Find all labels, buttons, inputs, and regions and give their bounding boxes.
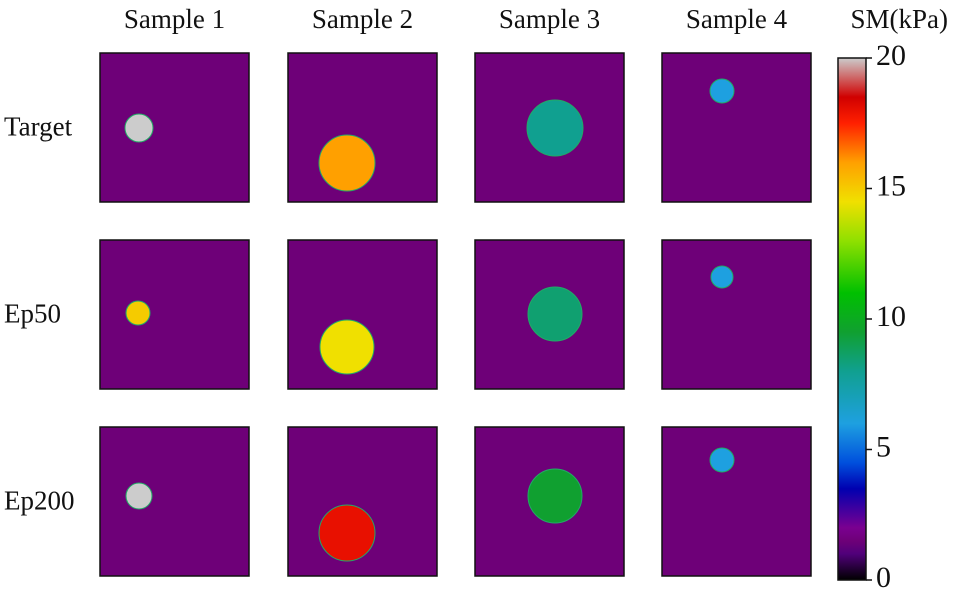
inclusion (319, 319, 375, 375)
panel-frame (99, 52, 250, 203)
panel-background (100, 53, 249, 202)
panel-background (662, 427, 811, 576)
panel-frame (661, 239, 812, 390)
column-label: Sample 2 (312, 4, 413, 34)
row-label: Ep50 (4, 299, 61, 329)
panel-background (662, 240, 811, 389)
panel-frame (474, 426, 625, 577)
inclusion (526, 99, 584, 157)
row-label: Target (4, 112, 73, 142)
panel-frame (474, 52, 625, 203)
colorbar-label: SM(kPa) (850, 4, 948, 34)
inclusion (125, 300, 151, 326)
inclusion (709, 78, 735, 104)
inclusion (527, 286, 583, 342)
panel-background (662, 53, 811, 202)
panel-frame (287, 239, 438, 390)
inclusion (710, 265, 734, 289)
colorbar-tick-label: 5 (876, 430, 891, 463)
column-label: Sample 3 (499, 4, 600, 34)
panel-frame (287, 426, 438, 577)
panel-frame (661, 426, 812, 577)
colorbar-tick-label: 20 (876, 39, 906, 72)
colorbar-tick-label: 0 (876, 561, 891, 594)
panel-frame (474, 239, 625, 390)
panel-frame (287, 52, 438, 203)
inclusion (124, 113, 154, 143)
colorbar (837, 57, 867, 581)
column-label: Sample 4 (686, 4, 788, 34)
panel-frame (99, 426, 250, 577)
inclusion (318, 134, 376, 192)
inclusion (125, 482, 153, 510)
panel-frame (99, 239, 250, 390)
colorbar-tick-label: 15 (876, 169, 906, 202)
row-label: Ep200 (4, 486, 75, 516)
colorbar-tick-label: 10 (876, 300, 906, 333)
inclusion (318, 504, 376, 562)
inclusion (527, 468, 583, 524)
inclusion (709, 447, 735, 473)
column-label: Sample 1 (124, 4, 225, 34)
panel-frame (661, 52, 812, 203)
panel-background (100, 240, 249, 389)
panel-background (100, 427, 249, 576)
